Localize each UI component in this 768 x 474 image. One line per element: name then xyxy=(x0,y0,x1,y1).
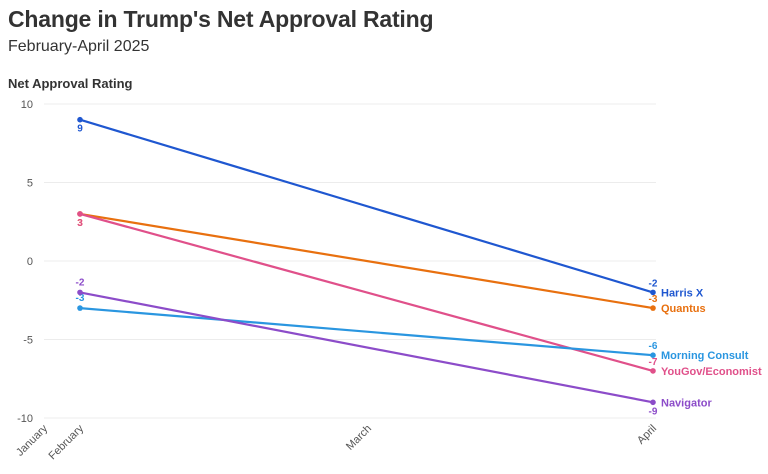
x-tick-label: March xyxy=(344,423,374,453)
data-label: -9 xyxy=(649,406,658,417)
x-tick-label: February xyxy=(47,422,87,462)
data-point xyxy=(650,289,656,296)
data-point xyxy=(650,305,656,311)
chart-subtitle: February-April 2025 xyxy=(8,38,150,55)
y-tick-label: 10 xyxy=(21,99,33,111)
data-point xyxy=(77,116,83,123)
series-name-label: Morning Consult xyxy=(661,350,749,362)
data-point xyxy=(77,289,83,296)
data-label: -3 xyxy=(76,293,85,304)
series-name-label: Navigator xyxy=(661,397,712,409)
series-line xyxy=(79,118,654,294)
y-tick-label: -10 xyxy=(17,413,33,425)
data-point xyxy=(650,368,656,374)
series-line xyxy=(79,212,654,372)
data-label: 3 xyxy=(77,218,83,229)
data-label: -6 xyxy=(649,341,658,352)
y-tick-label: 0 xyxy=(27,256,33,268)
series-line xyxy=(79,212,654,310)
data-label: -2 xyxy=(76,277,85,288)
series-name-label: Harris X xyxy=(661,287,704,299)
data-label: 3 xyxy=(77,218,83,229)
data-label: 9 xyxy=(77,124,83,135)
data-label: -2 xyxy=(649,278,658,289)
data-point xyxy=(77,211,83,217)
data-point xyxy=(77,305,83,311)
x-tick-label: January xyxy=(14,422,51,459)
series-line xyxy=(79,291,654,404)
series-line xyxy=(79,307,654,357)
y-tick-label: 5 xyxy=(27,178,33,190)
y-tick-label: -5 xyxy=(23,335,33,347)
data-point xyxy=(650,352,656,359)
y-axis-label: Net Approval Rating xyxy=(8,76,133,91)
data-label: -3 xyxy=(649,294,658,305)
chart-title: Change in Trump's Net Approval Rating xyxy=(8,6,434,32)
data-point xyxy=(650,399,656,406)
series-name-label: YouGov/Economist xyxy=(661,366,762,378)
data-label: -7 xyxy=(649,357,658,368)
x-tick-label: April xyxy=(635,423,659,447)
series-name-label: Quantus xyxy=(661,303,706,315)
